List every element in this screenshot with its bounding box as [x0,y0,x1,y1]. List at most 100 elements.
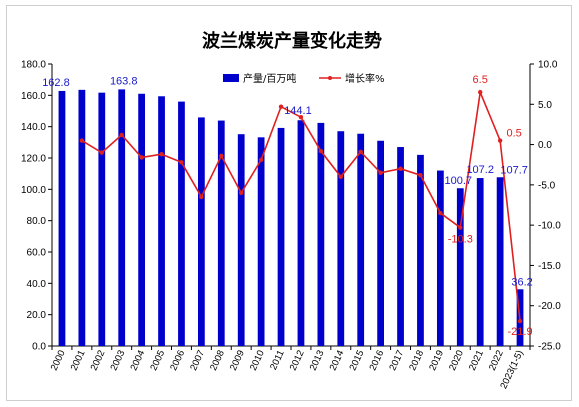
y-left-tick-label: 180.0 [21,60,46,71]
growth-rate-point [438,210,443,216]
bar [397,147,404,346]
bar [178,101,185,346]
growth-rate-point [318,148,324,154]
bar-data-label: 163.8 [110,75,138,87]
bar [337,131,345,346]
growth-rate-point [458,225,463,230]
y-right-tick-label: -10.0 [538,221,561,232]
x-tick-label: 2022 [487,349,506,373]
y-left-tick-label: 0.0 [32,342,46,353]
bar [377,140,385,346]
bar [237,134,245,346]
x-tick-label: 2008 [208,349,227,373]
bar-data-label: 107.2 [466,164,494,176]
bar [297,120,305,346]
y-right-tick-label: 10.0 [538,60,558,71]
growth-rate-point [179,160,184,165]
growth-rate-point [99,150,104,155]
growth-rate-point [517,318,523,324]
x-tick-label: 2020 [447,349,466,373]
x-tick-label: 2006 [168,349,187,373]
y-left-tick-label: 20.0 [27,310,47,321]
x-tick-label: 2011 [268,349,287,372]
bar [417,154,424,346]
x-tick-label: 2004 [128,349,147,373]
bar [496,177,504,346]
bar [217,120,225,346]
bar [436,170,444,346]
bar [78,89,86,346]
growth-rate-point [119,132,124,138]
bar [58,90,66,347]
growth-rate-point [378,170,383,175]
growth-rate-point [418,172,423,178]
y-left-tick-label: 160.0 [21,91,46,102]
x-tick-label: 2021 [467,349,486,373]
x-tick-label: 2009 [228,349,247,373]
y-right-tick-label: -20.0 [538,301,561,312]
x-tick-label: 2015 [348,349,367,373]
bar [357,133,365,346]
bar [317,122,325,346]
bar-data-label: 100.7 [445,175,473,187]
x-tick-label: 2005 [148,349,167,373]
growth-rate-point [298,114,304,120]
bar-data-label: 162.8 [42,77,70,89]
x-tick-label: 2014 [328,349,347,373]
growth-rate-point [478,90,483,95]
x-tick-label: 2001 [69,349,88,373]
bar [277,127,285,346]
growth-rate-point [79,138,85,143]
legend-line-marker [328,76,332,80]
x-tick-label: 2007 [188,349,207,373]
growth-rate-point [338,174,343,179]
x-tick-label: 2010 [248,349,267,373]
line-data-label: 0.5 [506,128,521,140]
bar [197,117,205,346]
growth-rate-point [497,138,503,143]
legend-line-label: 增长率% [345,72,385,85]
y-right-tick-label: 0.0 [538,140,552,151]
bar-data-label: 36.2 [511,276,532,288]
bar [456,188,464,346]
growth-rate-point [258,157,264,163]
x-tick-label: 2013 [308,349,327,373]
bar-data-label: 107.7 [500,164,528,176]
y-left-tick-label: 140.0 [21,122,46,133]
bar [476,178,484,346]
x-tick-label: 2018 [407,349,426,373]
x-tick-label: 2003 [109,349,128,373]
chart-title: 波兰煤炭产量变化走势 [202,30,382,52]
growth-rate-point [199,194,204,200]
y-left-tick-label: 80.0 [27,216,47,227]
y-left-tick-label: 100.0 [21,185,46,196]
growth-rate-point [278,104,284,109]
y-left-tick-label: 40.0 [27,279,47,290]
growth-rate-point [159,152,164,157]
bar [257,137,265,346]
x-tick-label: 2019 [427,349,446,373]
x-tick-label: 2016 [367,349,386,373]
growth-rate-point [219,153,224,159]
growth-rate-point [239,190,244,196]
growth-rate-point [358,149,363,155]
x-tick-label: 2017 [387,349,406,373]
legend-bar-label: 产量/百万吨 [243,72,296,85]
legend-bar-swatch [223,74,239,82]
y-right-tick-label: -5.0 [538,180,556,191]
bar [138,93,146,347]
y-right-tick-label: -15.0 [538,261,561,272]
bar [158,96,165,346]
legend: 产量/百万吨 增长率% [223,72,385,85]
growth-rate-point [398,166,403,171]
y-right-tick-label: -25.0 [538,342,561,353]
bar-data-label: 144.1 [284,105,312,117]
bar [98,92,106,346]
bar [118,89,126,346]
line-data-label: 6.5 [473,74,488,86]
x-tick-label: 2012 [288,349,307,373]
x-tick-label: 2002 [89,349,108,373]
growth-rate-point [139,155,144,160]
y-right-tick-label: 5.0 [538,100,552,111]
